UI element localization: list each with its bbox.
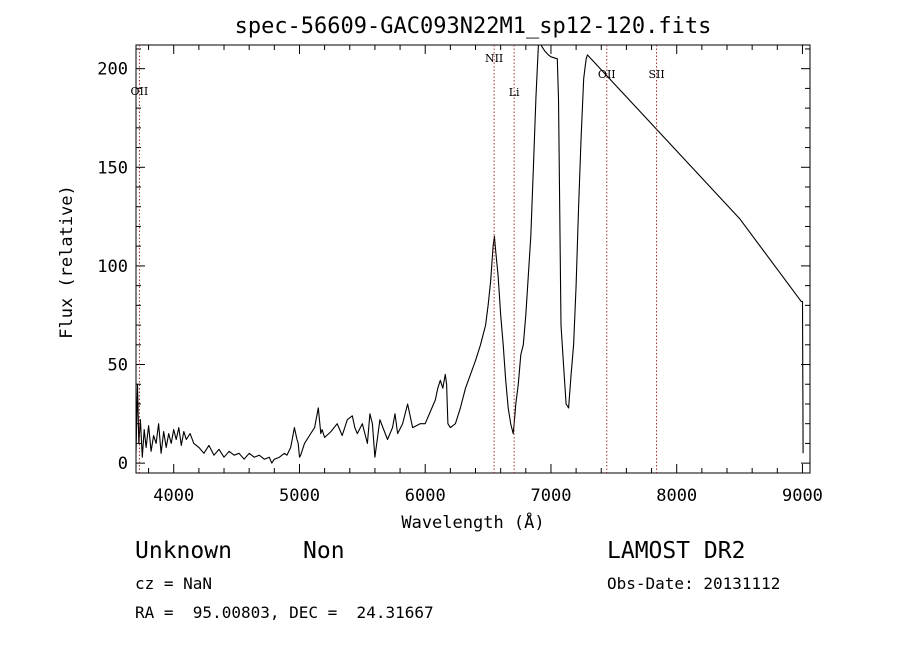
line-marker-label: OII bbox=[598, 68, 616, 81]
coordinates-label: RA = 95.00803, DEC = 24.31667 bbox=[135, 603, 434, 622]
spectrum-line-flux bbox=[136, 45, 804, 464]
y-tick-label: 50 bbox=[108, 356, 128, 376]
redshift-label: cz = NaN bbox=[135, 574, 213, 593]
x-tick-label: 7000 bbox=[530, 486, 571, 506]
y-axis-label: Flux (relative) bbox=[57, 185, 77, 339]
line-marker-label: SII bbox=[648, 68, 664, 81]
y-tick-label: 200 bbox=[97, 60, 128, 80]
survey-label: LAMOST DR2 bbox=[607, 538, 746, 564]
plot-frame bbox=[135, 44, 811, 474]
line-marker-label: NII bbox=[485, 52, 503, 65]
class-label: Unknown bbox=[135, 538, 232, 564]
x-tick-label: 6000 bbox=[405, 486, 446, 506]
x-tick-label: 8000 bbox=[656, 486, 697, 506]
y-tick-label: 150 bbox=[97, 158, 128, 178]
line-marker-label: Li bbox=[509, 86, 520, 99]
x-tick-label: 5000 bbox=[279, 486, 320, 506]
chart-title: spec-56609-GAC093N22M1_sp12-120.fits bbox=[235, 14, 712, 39]
line-marker-label: OII bbox=[131, 85, 149, 98]
y-tick-label: 0 bbox=[118, 454, 128, 474]
subclass-label: Non bbox=[303, 538, 345, 564]
x-tick-label: 9000 bbox=[782, 486, 823, 506]
obs-date-label: Obs-Date: 20131112 bbox=[607, 574, 781, 593]
x-axis-label: Wavelength (Å) bbox=[401, 511, 544, 533]
y-tick-label: 100 bbox=[97, 257, 128, 277]
x-tick-label: 4000 bbox=[153, 486, 194, 506]
